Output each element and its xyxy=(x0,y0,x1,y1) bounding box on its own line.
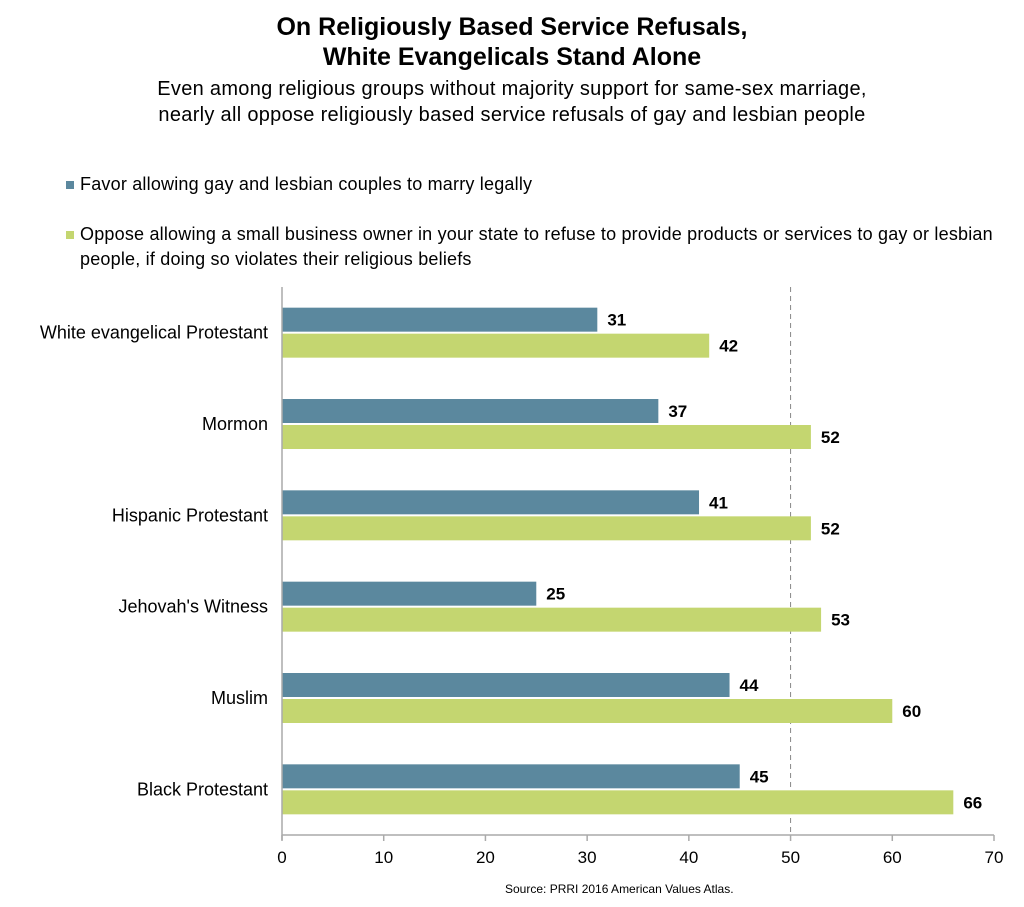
source-note: Source: PRRI 2016 American Values Atlas. xyxy=(505,882,734,896)
data-label: 41 xyxy=(709,493,728,512)
legend-item-oppose: Oppose allowing a small business owner i… xyxy=(66,222,1020,272)
category-label: Black Protestant xyxy=(137,779,268,799)
data-label: 25 xyxy=(546,585,565,604)
legend-label-oppose: Oppose allowing a small business owner i… xyxy=(80,224,993,269)
bar-favor xyxy=(282,581,537,606)
x-tick-label: 70 xyxy=(985,848,1004,867)
legend-item-favor: Favor allowing gay and lesbian couples t… xyxy=(66,172,532,197)
bar-oppose xyxy=(282,790,954,815)
x-tick-label: 0 xyxy=(277,848,286,867)
title-line-1: On Religiously Based Service Refusals, xyxy=(276,13,748,41)
bar-oppose xyxy=(282,333,710,358)
bar-oppose xyxy=(282,425,811,449)
category-label: Hispanic Protestant xyxy=(112,505,268,525)
data-label: 44 xyxy=(740,676,759,695)
bar-oppose xyxy=(282,607,822,632)
bar-oppose xyxy=(282,516,811,541)
category-label: Mormon xyxy=(202,414,268,434)
category-label: Muslim xyxy=(211,688,268,708)
bar-favor xyxy=(282,673,730,697)
legend-swatch-oppose xyxy=(66,231,74,240)
bar-favor xyxy=(282,307,598,332)
x-tick-label: 20 xyxy=(476,848,495,867)
category-label: White evangelical Protestant xyxy=(40,323,268,343)
x-tick-label: 30 xyxy=(578,848,597,867)
title-line-2: White Evangelicals Stand Alone xyxy=(322,43,702,71)
legend-label-favor: Favor allowing gay and lesbian couples t… xyxy=(80,174,533,194)
chart-title: On Religiously Based Service Refusals, W… xyxy=(0,12,1024,72)
data-label: 60 xyxy=(902,702,921,721)
bar-favor xyxy=(282,399,659,423)
bar-favor xyxy=(282,490,700,515)
legend-swatch-favor xyxy=(66,181,74,190)
data-label: 37 xyxy=(668,402,687,421)
bar-favor xyxy=(282,764,740,789)
chart-subtitle: Even among religious groups without majo… xyxy=(157,78,867,126)
data-label: 53 xyxy=(831,611,850,630)
data-label: 52 xyxy=(821,428,840,447)
data-label: 42 xyxy=(719,337,738,356)
x-tick-label: 50 xyxy=(781,848,800,867)
bar-oppose xyxy=(282,699,893,723)
data-label: 31 xyxy=(607,311,626,330)
data-label: 52 xyxy=(821,519,840,538)
category-label: Jehovah's Witness xyxy=(118,597,268,617)
data-label: 45 xyxy=(750,767,769,786)
x-tick-label: 10 xyxy=(374,848,393,867)
x-tick-label: 40 xyxy=(679,848,698,867)
x-tick-label: 60 xyxy=(883,848,902,867)
data-label: 66 xyxy=(963,793,982,812)
